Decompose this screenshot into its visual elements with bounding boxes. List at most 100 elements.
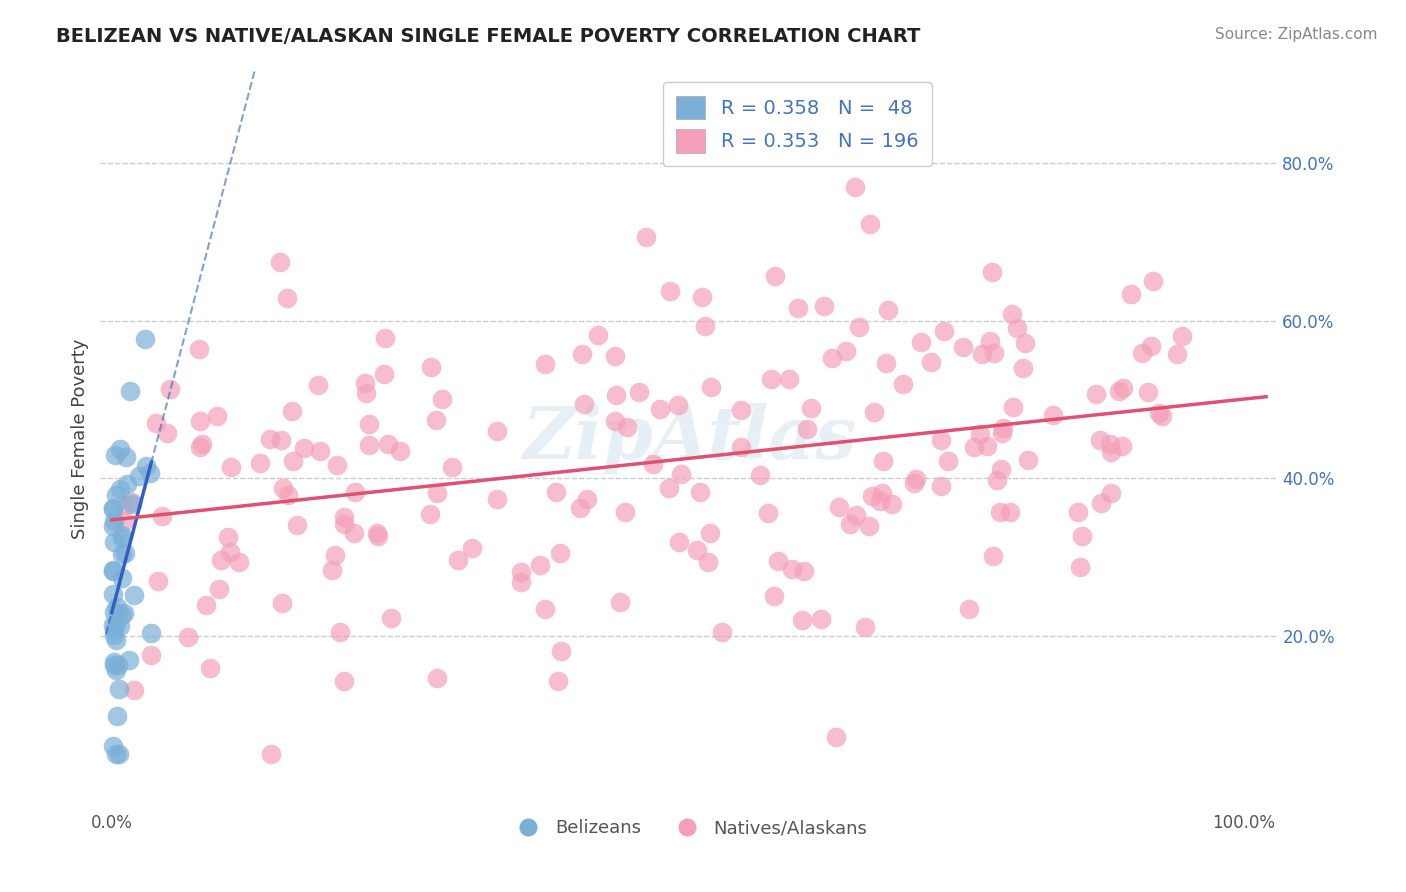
Point [547,673,569,688]
Point [177,630,200,644]
Point [281,404,304,418]
Point [141,626,163,640]
Point [1069,560,1091,574]
Point [104,448,127,462]
Point [145,416,167,430]
Point [269,255,291,269]
Point [614,505,637,519]
Point [1139,339,1161,353]
Point [128,468,150,483]
Point [1000,506,1022,520]
Point [875,356,897,370]
Point [283,454,305,468]
Point [380,611,402,625]
Point [534,601,557,615]
Point [332,510,354,524]
Point [111,571,134,585]
Point [101,518,124,533]
Point [669,467,692,481]
Point [367,529,389,543]
Point [259,432,281,446]
Point [929,434,952,448]
Point [1111,439,1133,453]
Point [548,546,571,560]
Point [357,438,380,452]
Point [634,230,657,244]
Point [853,620,876,634]
Point [792,564,814,578]
Point [388,443,411,458]
Point [748,467,770,482]
Point [686,543,709,558]
Point [103,606,125,620]
Point [209,553,232,567]
Point [609,595,631,609]
Point [188,440,211,454]
Point [990,426,1012,441]
Point [105,709,128,723]
Point [343,526,366,541]
Point [1147,406,1170,420]
Point [603,349,626,363]
Point [979,334,1001,348]
Point [159,382,181,396]
Point [509,566,531,580]
Text: BELIZEAN VS NATIVE/ALASKAN SINGLE FEMALE POVERTY CORRELATION CHART: BELIZEAN VS NATIVE/ALASKAN SINGLE FEMALE… [56,27,921,45]
Point [763,268,786,283]
Point [103,623,125,637]
Point [778,372,800,386]
Point [870,485,893,500]
Point [121,495,143,509]
Point [447,553,470,567]
Point [103,515,125,529]
Point [936,453,959,467]
Point [485,492,508,507]
Point [932,324,955,338]
Point [191,437,214,451]
Point [1071,529,1094,543]
Point [658,284,681,298]
Point [333,674,356,689]
Point [641,457,664,471]
Point [1042,408,1064,422]
Point [1002,401,1025,415]
Point [962,440,984,454]
Point [103,628,125,642]
Point [108,747,131,761]
Point [1166,347,1188,361]
Point [1171,328,1194,343]
Point [1142,274,1164,288]
Point [228,555,250,569]
Point [848,320,870,334]
Point [419,360,441,375]
Point [876,302,898,317]
Point [699,526,721,541]
Point [104,663,127,677]
Point [112,607,135,621]
Point [787,301,810,315]
Point [135,458,157,473]
Point [1136,384,1159,399]
Y-axis label: Single Female Poverty: Single Female Poverty [72,339,89,539]
Point [711,625,734,640]
Point [1012,360,1035,375]
Point [134,332,156,346]
Point [114,450,136,464]
Point [970,347,993,361]
Point [276,291,298,305]
Point [419,507,441,521]
Point [104,616,127,631]
Point [1001,307,1024,321]
Point [326,458,349,472]
Point [575,492,598,507]
Point [860,489,883,503]
Point [292,441,315,455]
Point [952,340,974,354]
Point [139,467,162,481]
Point [648,401,671,416]
Point [323,549,346,563]
Point [762,590,785,604]
Point [373,367,395,381]
Point [730,402,752,417]
Point [986,473,1008,487]
